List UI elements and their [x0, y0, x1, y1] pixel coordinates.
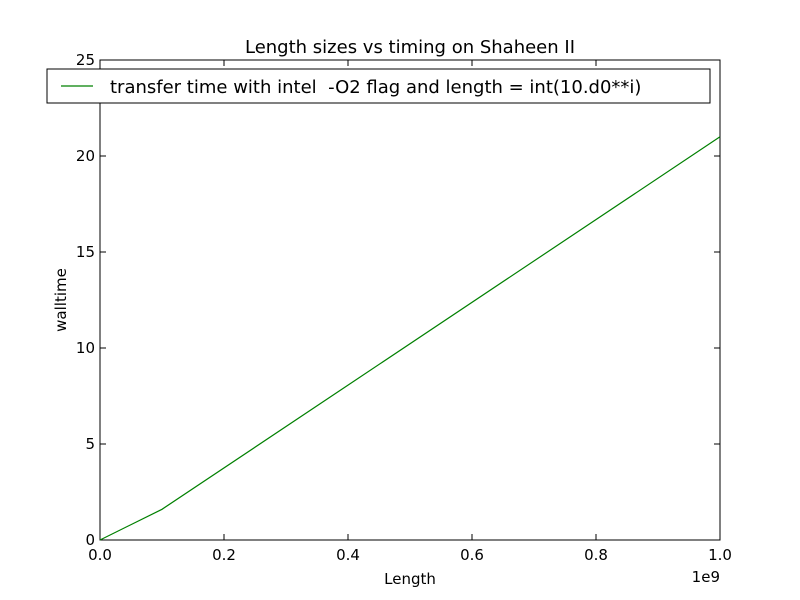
y-tick-label: 15 [76, 243, 95, 261]
x-tick-label: 0.6 [460, 546, 484, 564]
x-tick-label: 0.0 [88, 546, 112, 564]
y-tick-label: 25 [76, 51, 95, 69]
chart-title: Length sizes vs timing on Shaheen II [245, 37, 575, 58]
y-axis-label: walltime [52, 268, 70, 332]
plot-area: 0.0 0.2 0.4 0.6 0.8 1.0 0 5 10 15 20 25 [76, 51, 732, 564]
legend-entry: transfer time with intel -O2 flag and le… [110, 77, 641, 98]
plot-frame [99, 59, 721, 541]
x-offset-label: 1e9 [692, 568, 720, 586]
y-tick-label: 20 [76, 147, 95, 165]
legend-box [46, 68, 711, 104]
legend: transfer time with intel -O2 flag and le… [46, 68, 711, 104]
y-tick-label: 5 [85, 435, 95, 453]
series-group [99, 136, 721, 541]
y-tick-label: 0 [85, 531, 95, 549]
x-axis: 0.0 0.2 0.4 0.6 0.8 1.0 [88, 60, 732, 564]
y-tick-label: 10 [76, 339, 95, 357]
x-tick-label: 0.8 [584, 546, 608, 564]
y-axis: 0 5 10 15 20 25 [76, 51, 720, 549]
x-tick-label: 0.4 [336, 546, 360, 564]
x-axis-label: Length [384, 570, 436, 588]
x-tick-label: 0.2 [212, 546, 236, 564]
series-line [99, 136, 721, 541]
x-tick-label: 1.0 [708, 546, 732, 564]
